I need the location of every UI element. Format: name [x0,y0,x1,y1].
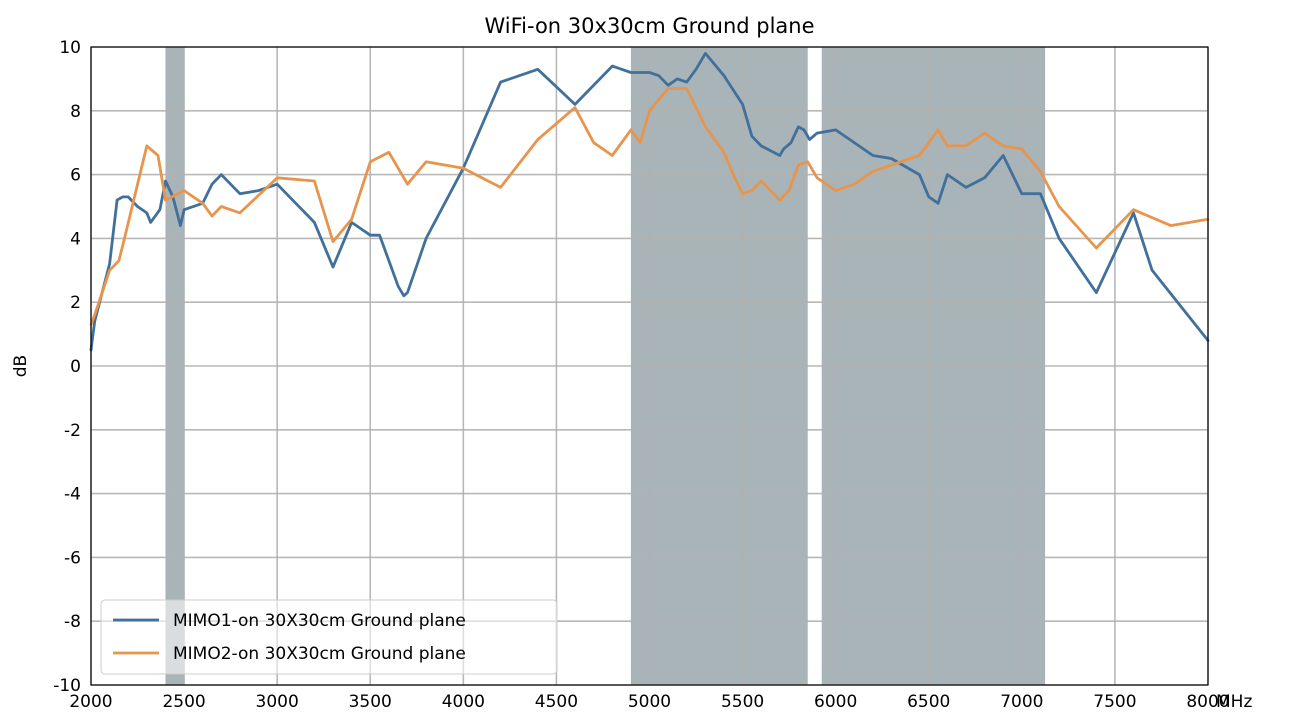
legend: MIMO1-on 30X30cm Ground plane MIMO2-on 30… [100,599,558,675]
plot-frame [90,46,1209,686]
y-tick-label-8: -6 [64,548,81,568]
x-tick-label-6: 5000 [628,692,671,712]
x-tick-label-10: 7000 [1000,692,1043,712]
grid [90,46,1209,686]
series-line-1 [89,52,1210,352]
x-tick-label-9: 6500 [907,692,950,712]
y-tick-label-2: 6 [70,166,81,186]
series-lines [89,52,1210,352]
y-tick-label-7: -4 [64,485,81,505]
x-tick-label-0: 2000 [69,692,112,712]
y-ticks: 10 8 6 4 2 0 -2 -4 -6 -8 -10 [53,38,81,696]
x-tick-label-2: 3000 [256,692,299,712]
chart-title: WiFi-on 30x30cm Ground plane [484,14,814,38]
x-tick-label-1: 2500 [162,692,205,712]
y-tick-label-0: 10 [59,38,81,58]
series-line-2 [89,87,1210,326]
x-ticks: 2000 2500 3000 3500 4000 4500 5000 5500 6000 6500… [69,692,1229,712]
y-tick-label-5: 0 [70,357,81,377]
legend-label-2: MIMO2-on 30X30cm Ground plane [173,644,466,664]
x-tick-label-8: 6000 [814,692,857,712]
legend-box [100,599,558,675]
x-tick-label-5: 4500 [535,692,578,712]
x-tick-label-3: 3500 [349,692,392,712]
x-axis-label: MHz [1216,692,1252,712]
y-tick-label-4: 2 [70,293,81,313]
y-tick-label-9: -8 [64,612,81,632]
y-tick-label-1: 8 [70,102,81,122]
x-tick-label-4: 4000 [442,692,485,712]
legend-label-1: MIMO1-on 30X30cm Ground plane [173,611,466,631]
y-tick-label-3: 4 [70,229,81,249]
x-tick-label-11: 7500 [1093,692,1136,712]
x-tick-label-12: 8000 [1186,692,1229,712]
y-axis-label: dB [11,355,31,377]
y-tick-label-6: -2 [64,421,81,441]
y-tick-label-10: -10 [53,676,81,696]
x-tick-label-7: 5500 [721,692,764,712]
